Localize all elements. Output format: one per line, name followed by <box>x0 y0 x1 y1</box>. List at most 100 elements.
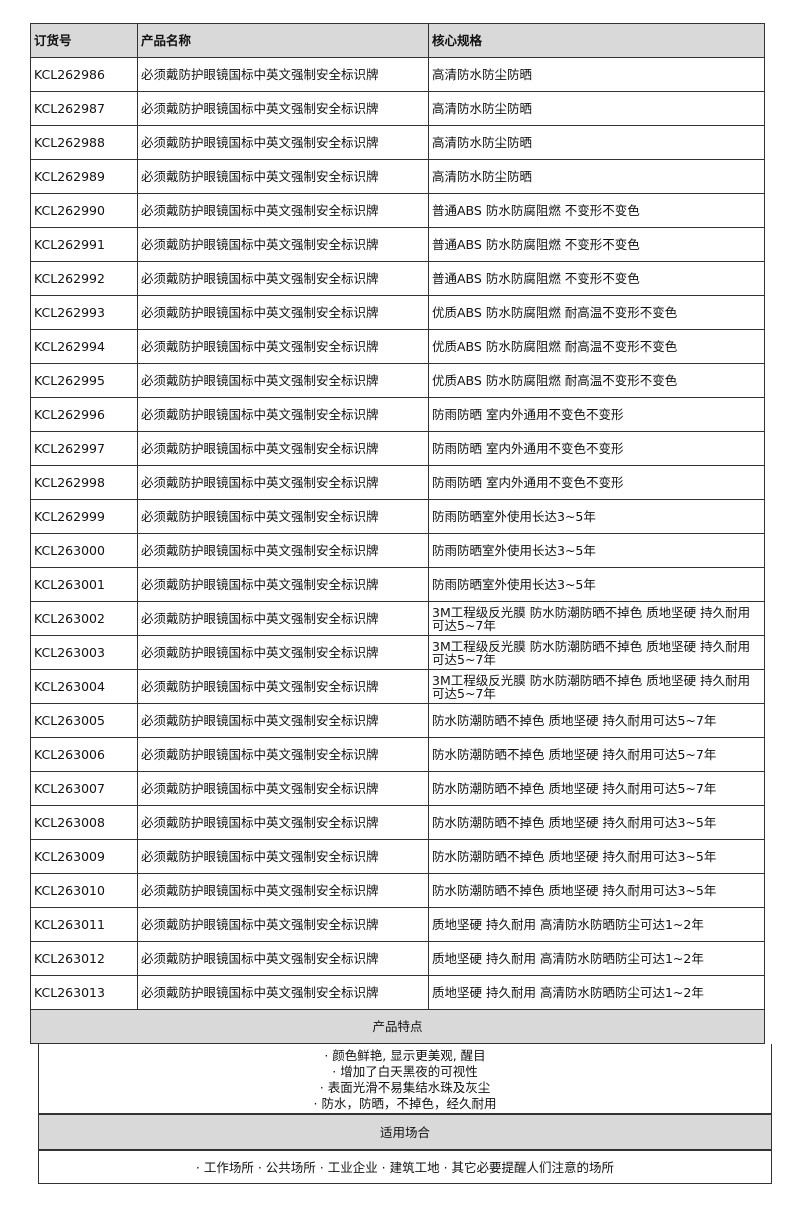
spec-cell: 3M工程级反光膜 防水防潮防晒不掉色 质地坚硬 持久耐用可达5~7年 <box>428 635 765 670</box>
order-no-cell: KCL262998 <box>30 465 138 500</box>
header-product-name: 产品名称 <box>137 23 429 58</box>
product-name-cell: 必须戴防护眼镜国标中英文强制安全标识牌 <box>137 465 429 500</box>
product-name-cell: 必须戴防护眼镜国标中英文强制安全标识牌 <box>137 329 429 364</box>
feature-item: · 颜色鲜艳, 显示更美观, 醒目 <box>324 1048 486 1063</box>
product-name-cell: 必须戴防护眼镜国标中英文强制安全标识牌 <box>137 499 429 534</box>
header-order-no: 订货号 <box>30 23 138 58</box>
feature-item: · 表面光滑不易集结水珠及灰尘 <box>319 1080 491 1095</box>
spec-cell: 普通ABS 防水防腐阻燃 不变形不变色 <box>428 193 765 228</box>
table-row: KCL262996 必须戴防护眼镜国标中英文强制安全标识牌 防雨防晒 室内外通用不变… <box>30 397 765 432</box>
order-no-cell: KCL263009 <box>30 839 138 874</box>
product-name-cell: 必须戴防护眼镜国标中英文强制安全标识牌 <box>137 703 429 738</box>
product-name-cell: 必须戴防护眼镜国标中英文强制安全标识牌 <box>137 57 429 92</box>
spec-cell: 高清防水防尘防晒 <box>428 57 765 92</box>
product-name-cell: 必须戴防护眼镜国标中英文强制安全标识牌 <box>137 363 429 398</box>
table-row: KCL262995 必须戴防护眼镜国标中英文强制安全标识牌 优质ABS 防水防腐阻燃… <box>30 363 765 398</box>
spec-cell: 优质ABS 防水防腐阻燃 耐高温不变形不变色 <box>428 363 765 398</box>
product-name-cell: 必须戴防护眼镜国标中英文强制安全标识牌 <box>137 91 429 126</box>
order-no-cell: KCL263007 <box>30 771 138 806</box>
features-title: 产品特点 <box>30 1009 765 1044</box>
order-no-cell: KCL262997 <box>30 431 138 466</box>
product-table: 订货号 产品名称 核心规格 KCL262986 必须戴防护眼镜国标中英文强制安全标… <box>30 23 765 1044</box>
order-no-cell: KCL263013 <box>30 975 138 1010</box>
spec-cell: 防雨防晒 室内外通用不变色不变形 <box>428 465 765 500</box>
table-row: KCL263006 必须戴防护眼镜国标中英文强制安全标识牌 防水防潮防晒不掉色 质地… <box>30 737 765 772</box>
table-row: KCL262990 必须戴防护眼镜国标中英文强制安全标识牌 普通ABS 防水防腐阻燃… <box>30 193 765 228</box>
order-no-cell: KCL262992 <box>30 261 138 296</box>
table-row: KCL263003 必须戴防护眼镜国标中英文强制安全标识牌 3M工程级反光膜 防水防… <box>30 635 765 670</box>
spec-cell: 质地坚硬 持久耐用 高清防水防晒防尘可达1~2年 <box>428 941 765 976</box>
table-row: KCL262987 必须戴防护眼镜国标中英文强制安全标识牌 高清防水防尘防晒 <box>30 91 765 126</box>
table-row: KCL262992 必须戴防护眼镜国标中英文强制安全标识牌 普通ABS 防水防腐阻燃… <box>30 261 765 296</box>
product-name-cell: 必须戴防护眼镜国标中英文强制安全标识牌 <box>137 601 429 636</box>
product-name-cell: 必须戴防护眼镜国标中英文强制安全标识牌 <box>137 941 429 976</box>
table-row: KCL262999 必须戴防护眼镜国标中英文强制安全标识牌 防雨防晒室外使用长达3~… <box>30 499 765 534</box>
order-no-cell: KCL263000 <box>30 533 138 568</box>
feature-item: · 增加了白天黑夜的可视性 <box>332 1064 478 1079</box>
table-row: KCL262991 必须戴防护眼镜国标中英文强制安全标识牌 普通ABS 防水防腐阻燃… <box>30 227 765 262</box>
product-name-cell: 必须戴防护眼镜国标中英文强制安全标识牌 <box>137 839 429 874</box>
product-name-cell: 必须戴防护眼镜国标中英文强制安全标识牌 <box>137 533 429 568</box>
order-no-cell: KCL262990 <box>30 193 138 228</box>
product-name-cell: 必须戴防护眼镜国标中英文强制安全标识牌 <box>137 737 429 772</box>
product-name-cell: 必须戴防护眼镜国标中英文强制安全标识牌 <box>137 397 429 432</box>
table-row: KCL263000 必须戴防护眼镜国标中英文强制安全标识牌 防雨防晒室外使用长达3~… <box>30 533 765 568</box>
product-name-cell: 必须戴防护眼镜国标中英文强制安全标识牌 <box>137 295 429 330</box>
table-row: KCL262986 必须戴防护眼镜国标中英文强制安全标识牌 高清防水防尘防晒 <box>30 57 765 92</box>
usage-title: 适用场合 <box>38 1114 772 1150</box>
spec-cell: 防雨防晒室外使用长达3~5年 <box>428 499 765 534</box>
product-name-cell: 必须戴防护眼镜国标中英文强制安全标识牌 <box>137 975 429 1010</box>
spec-cell: 3M工程级反光膜 防水防潮防晒不掉色 质地坚硬 持久耐用可达5~7年 <box>428 601 765 636</box>
product-name-cell: 必须戴防护眼镜国标中英文强制安全标识牌 <box>137 431 429 466</box>
product-name-cell: 必须戴防护眼镜国标中英文强制安全标识牌 <box>137 635 429 670</box>
order-no-cell: KCL262999 <box>30 499 138 534</box>
order-no-cell: KCL262996 <box>30 397 138 432</box>
order-no-cell: KCL263003 <box>30 635 138 670</box>
product-name-cell: 必须戴防护眼镜国标中英文强制安全标识牌 <box>137 805 429 840</box>
order-no-cell: KCL262991 <box>30 227 138 262</box>
features-list: · 颜色鲜艳, 显示更美观, 醒目 · 增加了白天黑夜的可视性 · 表面光滑不易… <box>38 1044 772 1114</box>
spec-cell: 普通ABS 防水防腐阻燃 不变形不变色 <box>428 261 765 296</box>
order-no-cell: KCL263012 <box>30 941 138 976</box>
order-no-cell: KCL263006 <box>30 737 138 772</box>
spec-cell: 高清防水防尘防晒 <box>428 125 765 160</box>
spec-cell: 质地坚硬 持久耐用 高清防水防晒防尘可达1~2年 <box>428 907 765 942</box>
order-no-cell: KCL262987 <box>30 91 138 126</box>
order-no-cell: KCL262994 <box>30 329 138 364</box>
order-no-cell: KCL263008 <box>30 805 138 840</box>
table-header-row: 订货号 产品名称 核心规格 <box>30 23 765 58</box>
spec-cell: 普通ABS 防水防腐阻燃 不变形不变色 <box>428 227 765 262</box>
order-no-cell: KCL263002 <box>30 601 138 636</box>
product-name-cell: 必须戴防护眼镜国标中英文强制安全标识牌 <box>137 907 429 942</box>
product-name-cell: 必须戴防护眼镜国标中英文强制安全标识牌 <box>137 159 429 194</box>
table-row: KCL263001 必须戴防护眼镜国标中英文强制安全标识牌 防雨防晒室外使用长达3~… <box>30 567 765 602</box>
product-name-cell: 必须戴防护眼镜国标中英文强制安全标识牌 <box>137 125 429 160</box>
order-no-cell: KCL263011 <box>30 907 138 942</box>
header-spec: 核心规格 <box>428 23 765 58</box>
spec-cell: 防水防潮防晒不掉色 质地坚硬 持久耐用可达3~5年 <box>428 839 765 874</box>
order-no-cell: KCL262988 <box>30 125 138 160</box>
order-no-cell: KCL263004 <box>30 669 138 704</box>
spec-cell: 防水防潮防晒不掉色 质地坚硬 持久耐用可达3~5年 <box>428 805 765 840</box>
spec-cell: 高清防水防尘防晒 <box>428 159 765 194</box>
table-row: KCL262998 必须戴防护眼镜国标中英文强制安全标识牌 防雨防晒 室内外通用不变… <box>30 465 765 500</box>
product-name-cell: 必须戴防护眼镜国标中英文强制安全标识牌 <box>137 261 429 296</box>
spec-cell: 防水防潮防晒不掉色 质地坚硬 持久耐用可达5~7年 <box>428 737 765 772</box>
spec-cell: 优质ABS 防水防腐阻燃 耐高温不变形不变色 <box>428 329 765 364</box>
table-row: KCL263004 必须戴防护眼镜国标中英文强制安全标识牌 3M工程级反光膜 防水防… <box>30 669 765 704</box>
spec-cell: 防雨防晒 室内外通用不变色不变形 <box>428 397 765 432</box>
table-row: KCL262997 必须戴防护眼镜国标中英文强制安全标识牌 防雨防晒 室内外通用不变… <box>30 431 765 466</box>
usage-text: · 工作场所 · 公共场所 · 工业企业 · 建筑工地 · 其它必要提醒人们注意… <box>38 1150 772 1184</box>
product-name-cell: 必须戴防护眼镜国标中英文强制安全标识牌 <box>137 771 429 806</box>
order-no-cell: KCL263010 <box>30 873 138 908</box>
spec-cell: 防水防潮防晒不掉色 质地坚硬 持久耐用可达5~7年 <box>428 703 765 738</box>
spec-cell: 防雨防晒室外使用长达3~5年 <box>428 533 765 568</box>
table-row: KCL263013 必须戴防护眼镜国标中英文强制安全标识牌 质地坚硬 持久耐用 高清… <box>30 975 765 1010</box>
table-row: KCL262988 必须戴防护眼镜国标中英文强制安全标识牌 高清防水防尘防晒 <box>30 125 765 160</box>
spec-cell: 防雨防晒室外使用长达3~5年 <box>428 567 765 602</box>
table-row: KCL263009 必须戴防护眼镜国标中英文强制安全标识牌 防水防潮防晒不掉色 质地… <box>30 839 765 874</box>
order-no-cell: KCL263001 <box>30 567 138 602</box>
order-no-cell: KCL262986 <box>30 57 138 92</box>
feature-item: · 防水，防晒，不掉色，经久耐用 <box>313 1096 497 1111</box>
table-row: KCL263010 必须戴防护眼镜国标中英文强制安全标识牌 防水防潮防晒不掉色 质地… <box>30 873 765 908</box>
